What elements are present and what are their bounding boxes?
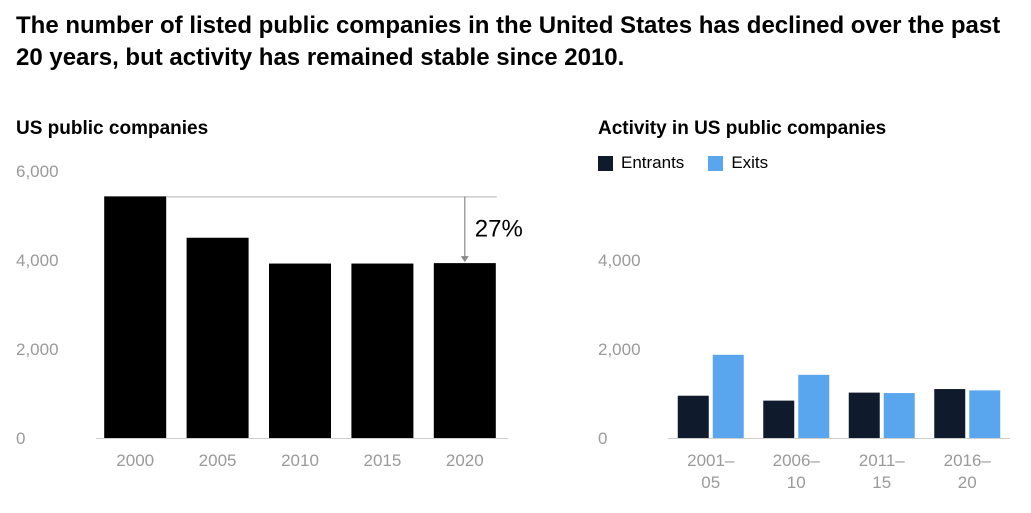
x-tick-label: 2016– 20 xyxy=(944,451,992,492)
x-tick-label: 2000 xyxy=(116,451,154,470)
y-tick-label: 0 xyxy=(16,429,25,448)
y-tick-label: 4,000 xyxy=(16,251,59,270)
bar xyxy=(104,196,167,438)
bar xyxy=(433,263,496,438)
x-tick-label: 2010 xyxy=(281,451,319,470)
legend-swatch-entrants xyxy=(598,155,613,171)
chart-headline: The number of listed public companies in… xyxy=(16,12,1001,71)
right-chart-title: Activity in US public companies xyxy=(598,118,887,139)
bar-entrants xyxy=(677,395,709,438)
x-tick-label: 2015 xyxy=(363,451,401,470)
y-tick-label: 0 xyxy=(598,429,607,448)
bar xyxy=(269,263,331,438)
bar-entrants xyxy=(934,389,966,438)
bar-exits xyxy=(712,354,744,438)
legend-swatch-exits xyxy=(708,155,724,171)
bar-exits xyxy=(883,393,915,438)
bar-exits xyxy=(969,390,1001,438)
y-tick-label: 4,000 xyxy=(598,251,641,270)
y-tick-label: 2,000 xyxy=(598,340,641,359)
bar-entrants xyxy=(848,392,880,438)
legend-label-exits: Exits xyxy=(731,153,769,172)
x-tick-label: 2001– 05 xyxy=(687,451,735,492)
x-tick-label: 2011– 15 xyxy=(859,451,906,492)
us-public-companies-chart: 0 2,000 4,000 6,000 2000 2005 2010 2015 2020 27% xyxy=(16,162,523,470)
legend: Entrants Exits xyxy=(598,153,792,173)
y-tick-label: 6,000 xyxy=(16,162,59,181)
bar-exits xyxy=(798,374,830,438)
left-chart-title: US public companies xyxy=(16,118,209,139)
bar-entrants xyxy=(763,400,795,438)
x-tick-label: 2020 xyxy=(446,451,484,470)
legend-item-entrants: Entrants xyxy=(598,153,684,173)
x-tick-label: 2005 xyxy=(199,451,237,470)
decline-arrow-head xyxy=(460,256,469,263)
y-tick-label: 2,000 xyxy=(16,340,59,359)
decline-percent-label: 27% xyxy=(475,216,523,243)
legend-label-entrants: Entrants xyxy=(621,153,685,172)
bar xyxy=(351,263,414,438)
bar xyxy=(186,237,249,438)
legend-item-exits: Exits xyxy=(708,153,768,173)
x-tick-label: 2006– 10 xyxy=(773,451,821,492)
